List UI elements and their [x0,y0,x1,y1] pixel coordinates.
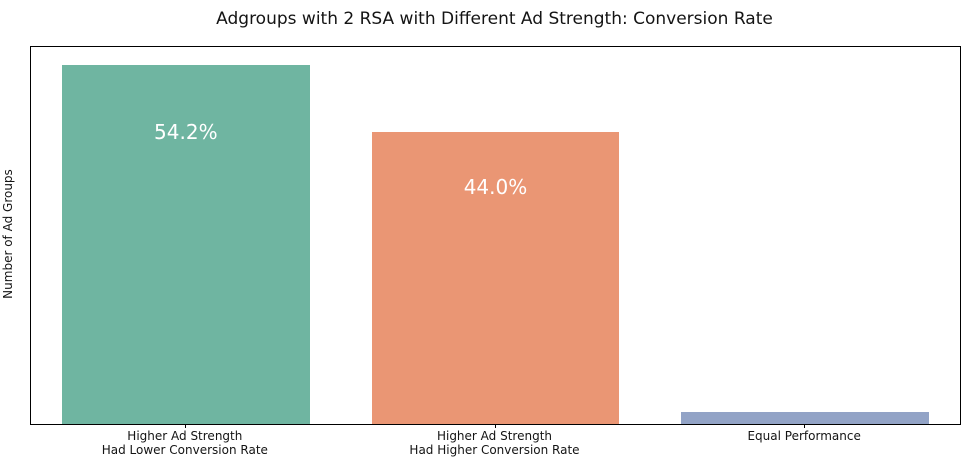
chart-title: Adgroups with 2 RSA with Different Ad St… [216,9,773,29]
bar: 54.2% [61,64,310,424]
bar [681,412,930,424]
x-tick-label: Equal Performance [747,429,861,443]
x-tick [494,424,496,428]
bar-value-label: 54.2% [154,120,218,145]
y-axis-label: Number of Ad Groups [1,169,15,299]
bar: 44.0% [371,132,620,424]
x-tick-label: Higher Ad Strength Had Higher Conversion… [409,429,580,457]
plot-area: 54.2% 44.0% [30,46,961,425]
x-tick [184,424,186,428]
x-tick-label: Higher Ad Strength Had Lower Conversion … [101,429,268,457]
x-tick [804,424,806,428]
bar-value-label: 44.0% [463,175,528,199]
